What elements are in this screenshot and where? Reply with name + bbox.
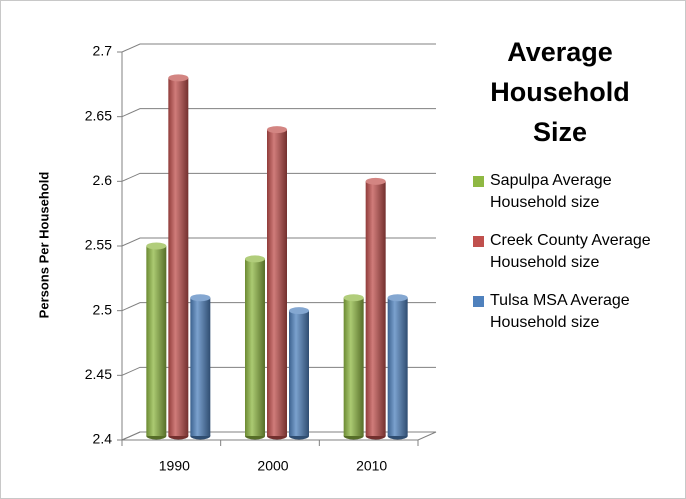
legend-item: Sapulpa Average Household size (470, 170, 685, 214)
grid-line (121, 302, 436, 312)
y-tick-label: 2.7 (93, 43, 113, 59)
legend: Sapulpa Average Household size Creek Coun… (470, 170, 685, 350)
grid-line (121, 43, 436, 53)
x-tick-label: 2000 (257, 458, 288, 474)
x-tick-label: 1990 (159, 458, 190, 474)
grid-line (121, 108, 436, 118)
legend-label: Sapulpa Average Household size (490, 172, 612, 211)
bar-top (267, 126, 287, 134)
x-tick-label: 2010 (356, 458, 387, 474)
grid-line (121, 237, 436, 247)
bar (146, 246, 167, 436)
legend-item: Creek County Average Household size (470, 230, 685, 274)
bar-top (168, 74, 189, 82)
bar (365, 181, 386, 436)
bar (387, 297, 408, 436)
legend-label: Tulsa MSA Average Household size (490, 292, 630, 331)
bar (267, 129, 287, 436)
legend-swatch (473, 296, 484, 307)
bar (168, 77, 189, 436)
y-tick-label: 2.65 (85, 107, 112, 123)
legend-swatch (473, 176, 484, 187)
y-tick-label: 2.4 (93, 431, 113, 447)
bar (343, 297, 364, 436)
grid-line (121, 172, 436, 182)
bar-top (245, 255, 265, 263)
bar (190, 297, 211, 436)
legend-swatch (473, 236, 484, 247)
bar-top (190, 294, 211, 302)
grid-line (121, 431, 436, 441)
y-tick-label: 2.6 (93, 172, 113, 188)
bar-top (387, 294, 408, 302)
bar-top (365, 177, 386, 185)
bar (289, 310, 309, 436)
legend-item: Tulsa MSA Average Household size (470, 290, 685, 334)
legend-label: Creek County Average Household size (490, 232, 651, 271)
y-tick-label: 2.45 (85, 366, 112, 382)
y-axis-label: Persons Per Household (36, 172, 51, 319)
bar-top (146, 242, 167, 250)
bar-top (343, 294, 364, 302)
grid-line (121, 366, 436, 376)
bar (245, 258, 265, 436)
bar-top (289, 307, 309, 315)
chart-title: Average Household Size (490, 37, 630, 147)
y-tick-label: 2.55 (85, 237, 112, 253)
y-tick-label: 2.5 (93, 301, 113, 317)
